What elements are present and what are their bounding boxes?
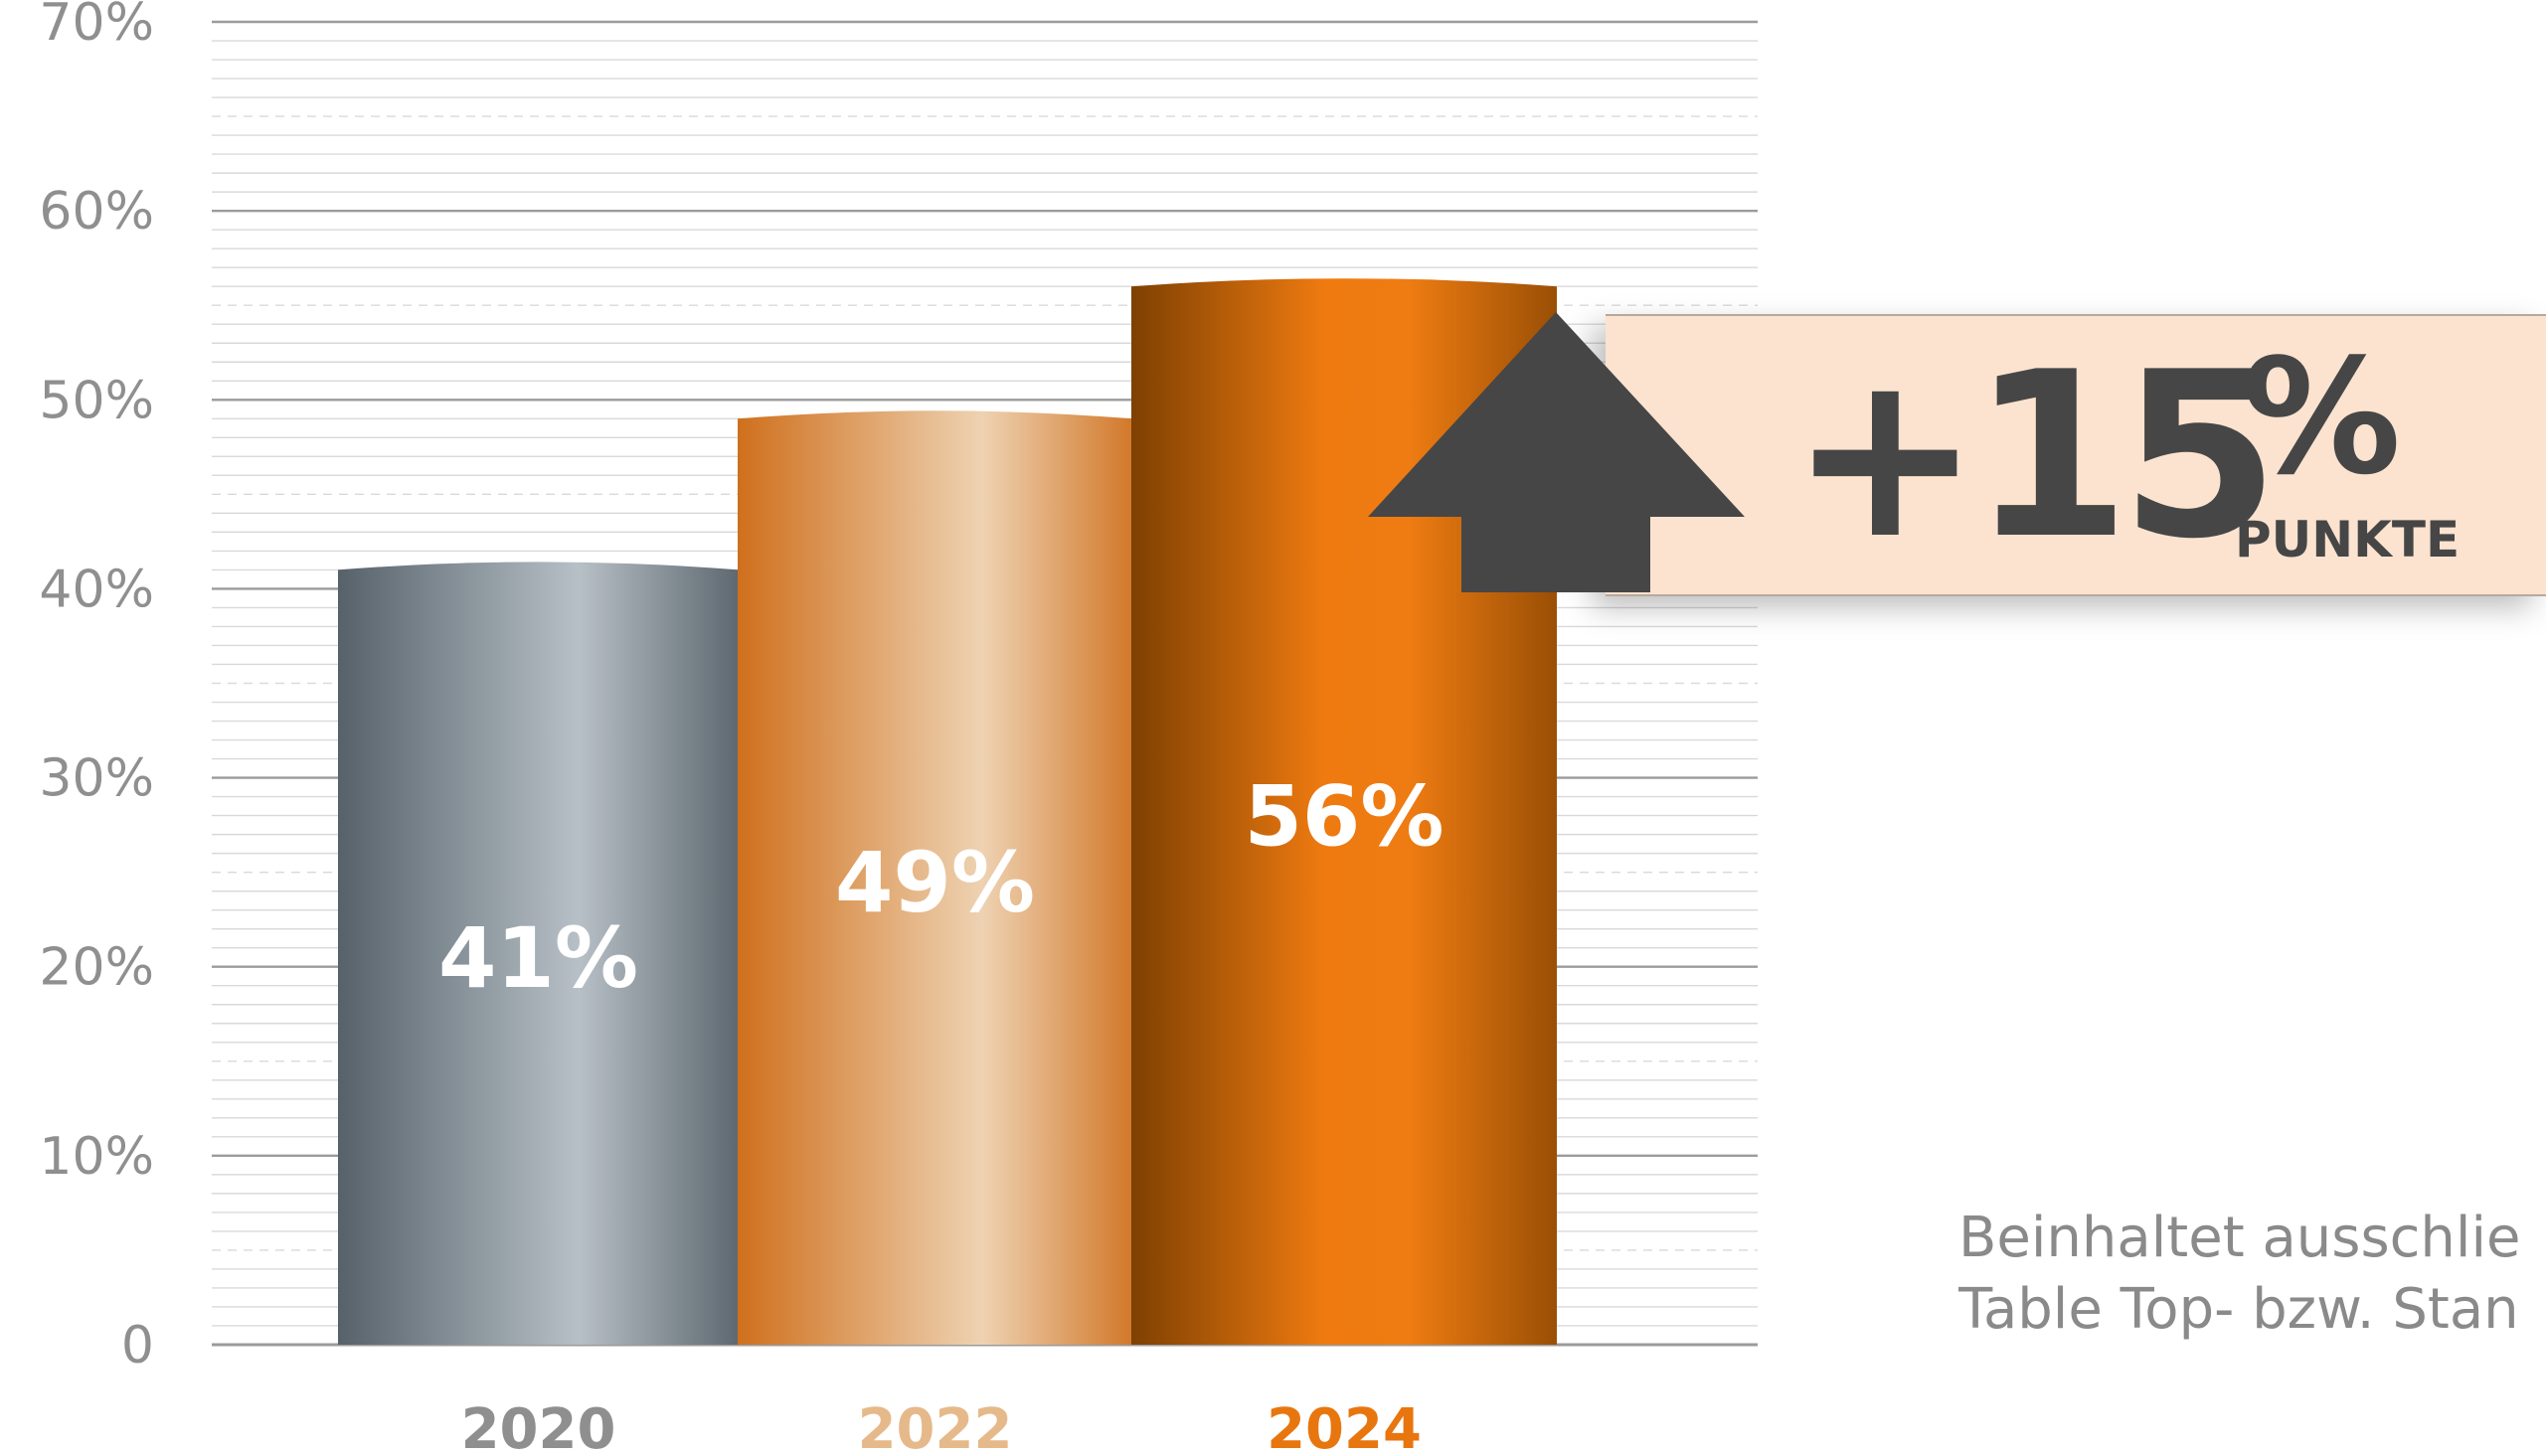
callout-unit: PUNKTE — [2235, 511, 2461, 568]
footnote-line-2: Table Top- bzw. Stan — [1958, 1277, 2519, 1342]
y-tick-label: 10% — [39, 1127, 154, 1187]
bar-value-labels: 41% 49% 56% — [438, 768, 1444, 1008]
bar-value-label: 56% — [1244, 768, 1443, 866]
x-tick-label: 2022 — [858, 1397, 1013, 1456]
bars — [338, 278, 1557, 1346]
y-tick-label: 30% — [39, 749, 154, 809]
x-tick-label: 2024 — [1267, 1397, 1422, 1456]
x-axis: 2020 2022 2024 — [461, 1397, 1422, 1456]
bar-value-label: 41% — [438, 909, 638, 1007]
up-arrow-icon — [1368, 312, 1745, 592]
y-tick-label: 60% — [39, 182, 154, 242]
callout-banner — [1606, 314, 2546, 596]
y-tick-label: 50% — [39, 371, 154, 430]
bar-2022 — [738, 410, 1132, 1345]
x-tick-label: 2020 — [461, 1397, 616, 1456]
y-tick-label: 20% — [39, 938, 154, 998]
y-tick-label: 70% — [39, 0, 154, 53]
y-axis: 0 10% 20% 30% 40% 50% 60% 70% — [39, 0, 154, 1375]
callout-percent: % — [2242, 324, 2402, 510]
footnote-line-1: Beinhaltet ausschlie — [1958, 1206, 2521, 1270]
footnote: Beinhaltet ausschlie Table Top- bzw. Sta… — [1958, 1203, 2546, 1346]
bar-2020 — [338, 562, 739, 1345]
y-tick-label: 0 — [121, 1316, 154, 1375]
bar-value-label: 49% — [835, 834, 1035, 931]
callout-value: +15 — [1789, 324, 2280, 589]
bar-2024 — [1131, 278, 1557, 1346]
y-tick-label: 40% — [39, 560, 154, 619]
